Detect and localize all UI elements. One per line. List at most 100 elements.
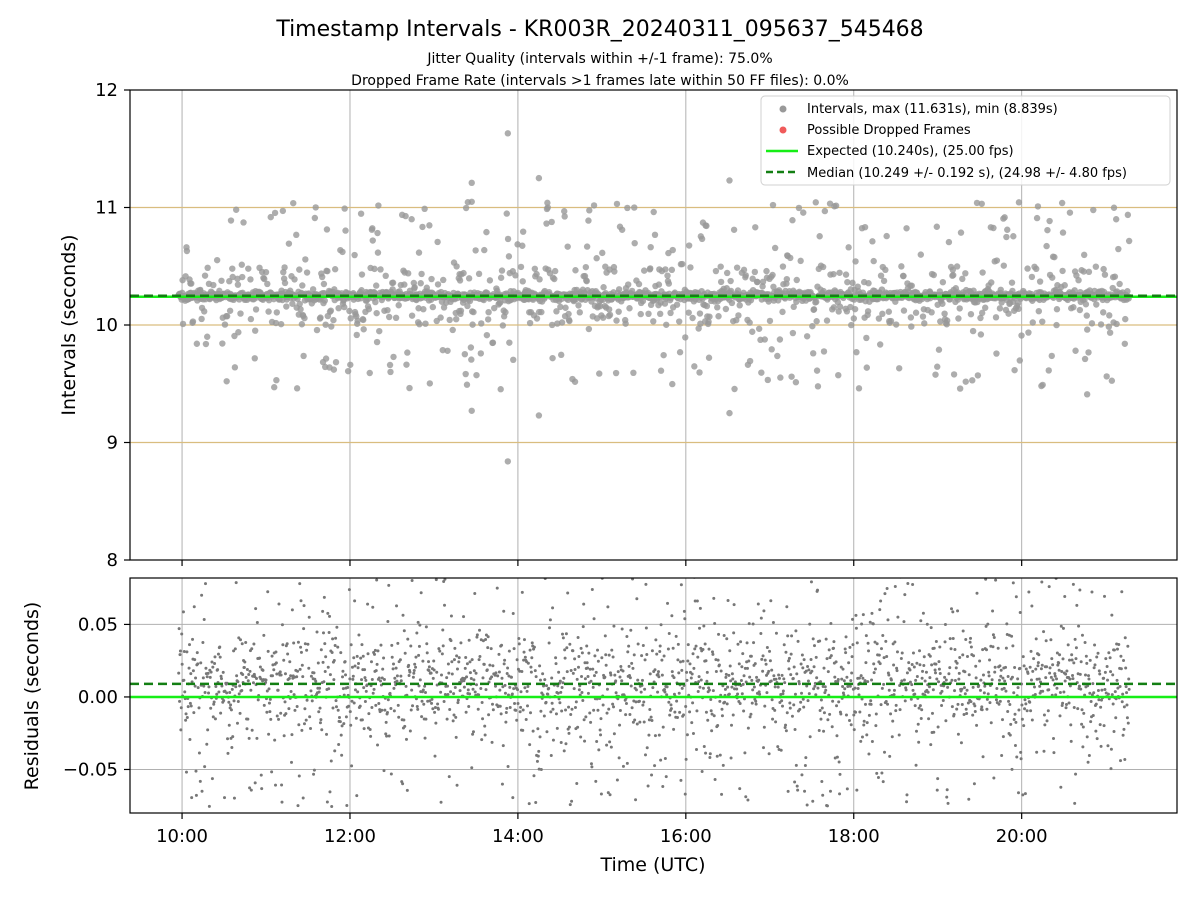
interval-point [347, 361, 354, 368]
residual-point [960, 703, 964, 707]
residual-point [353, 664, 357, 668]
residual-point [588, 711, 592, 715]
residual-point [680, 686, 684, 690]
interval-point [727, 277, 734, 285]
interval-point [622, 320, 629, 327]
residual-point [270, 770, 274, 774]
interval-point [484, 316, 492, 323]
residual-point [679, 583, 683, 587]
residual-point [668, 713, 672, 717]
residual-point [618, 708, 622, 712]
residual-point [738, 787, 742, 791]
interval-point [1039, 381, 1046, 389]
interval-point [769, 271, 776, 279]
interval-point [900, 272, 907, 280]
residual-point [895, 666, 899, 670]
residual-point [244, 675, 248, 679]
residual-point [787, 667, 791, 671]
residual-point [517, 637, 521, 641]
residual-point [505, 672, 509, 676]
residual-point [212, 702, 216, 706]
interval-point [533, 270, 540, 278]
residual-point [798, 707, 802, 711]
interval-point [1003, 233, 1010, 241]
residual-point [559, 690, 563, 694]
residual-point [197, 751, 201, 755]
residual-point [786, 789, 790, 793]
residual-point [1058, 691, 1062, 695]
residual-point [1043, 723, 1047, 727]
residual-point [398, 658, 402, 662]
residual-point [589, 762, 593, 766]
residual-point [999, 674, 1003, 678]
residual-point [1103, 687, 1107, 691]
interval-point [962, 378, 969, 385]
interval-point [548, 218, 555, 226]
residual-point [730, 685, 734, 689]
residual-point [475, 633, 479, 637]
residual-point [436, 702, 440, 706]
interval-point [210, 281, 217, 289]
residual-point [233, 647, 237, 651]
interval-point [703, 302, 711, 310]
residual-point [912, 665, 916, 669]
interval-point [358, 271, 366, 278]
residual-point [502, 662, 506, 666]
interval-point [247, 276, 254, 283]
interval-point [374, 229, 381, 237]
residual-point [1080, 633, 1084, 637]
residual-point [761, 669, 765, 673]
interval-point [624, 204, 631, 212]
interval-point [1025, 329, 1032, 336]
residual-point [1115, 647, 1119, 651]
legend-box [760, 95, 1171, 186]
interval-point [777, 374, 784, 381]
residual-point [716, 724, 720, 728]
residual-point [857, 676, 861, 680]
residual-point [899, 657, 903, 661]
interval-point [876, 341, 884, 348]
residual-point [800, 691, 804, 695]
residual-point [219, 677, 223, 681]
residual-point [573, 668, 577, 671]
residual-point [507, 649, 511, 653]
residual-point [812, 644, 816, 648]
interval-point [685, 242, 693, 249]
residual-point [881, 780, 885, 784]
residual-point [792, 665, 796, 669]
interval-point [774, 352, 781, 360]
residual-point [929, 743, 933, 747]
interval-point [456, 277, 464, 284]
residual-point [369, 734, 373, 738]
interval-point [1029, 319, 1036, 326]
residual-point [969, 636, 973, 640]
residual-point [653, 734, 657, 738]
interval-point [526, 319, 534, 327]
interval-point [1075, 277, 1082, 284]
residual-point [523, 686, 527, 690]
residual-point [301, 796, 305, 800]
residual-point [943, 640, 947, 644]
residual-point [971, 713, 975, 717]
residual-point [964, 637, 968, 641]
interval-point [1070, 304, 1077, 311]
interval-point [373, 309, 380, 317]
residual-point [410, 579, 414, 583]
interval-point [346, 307, 353, 315]
residual-point [1072, 705, 1076, 709]
residual-point [362, 686, 366, 690]
residual-point [424, 625, 428, 629]
residual-point [1064, 706, 1068, 710]
residual-point [961, 629, 965, 633]
interval-point [571, 378, 579, 385]
interval-point [955, 315, 962, 322]
interval-point [766, 317, 774, 325]
interval-point [1072, 347, 1079, 354]
residual-point [382, 656, 386, 660]
residual-point [274, 783, 278, 787]
residual-point [432, 668, 436, 672]
residual-point [1059, 624, 1063, 628]
residual-point [210, 777, 214, 781]
residual-point [972, 654, 976, 658]
residual-point [282, 734, 286, 738]
